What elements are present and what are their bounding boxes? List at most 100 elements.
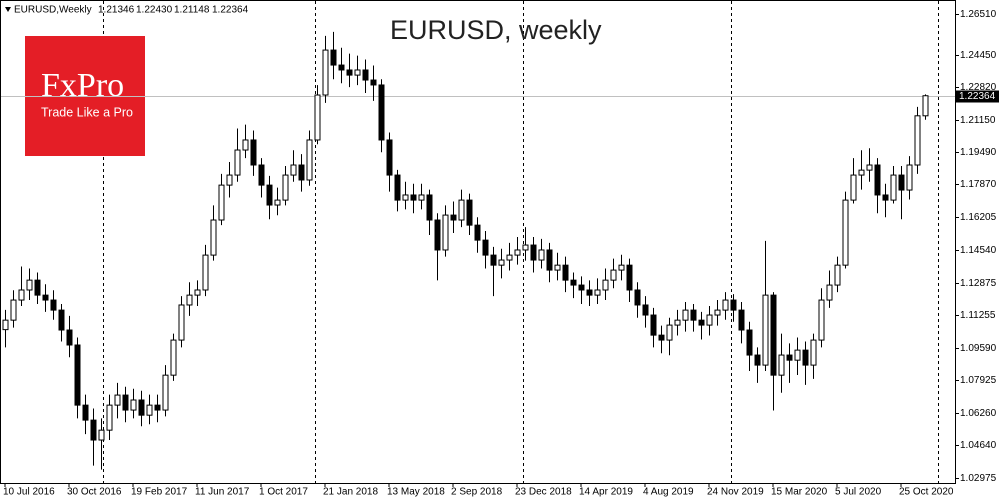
candle-body xyxy=(562,264,569,281)
candle-body xyxy=(578,284,585,291)
x-tick-label: 1 Oct 2017 xyxy=(259,487,308,498)
x-tick-label: 24 Nov 2019 xyxy=(707,487,764,498)
y-tick-label: 1.14540 xyxy=(960,245,997,256)
candle-body xyxy=(722,299,729,311)
candle-body xyxy=(50,299,57,311)
candle-body xyxy=(538,249,545,261)
candle-body xyxy=(674,319,681,326)
y-tick-label: 1.04640 xyxy=(960,440,997,451)
last-price-label: 1.22364 xyxy=(959,91,996,102)
y-tick-label: 1.09590 xyxy=(960,343,997,354)
x-tick-label: 5 Jul 2020 xyxy=(835,487,882,498)
x-tick-label: 14 Apr 2019 xyxy=(579,487,633,498)
header-open: 1.21346 xyxy=(98,5,135,16)
candle-body xyxy=(242,139,249,151)
candle-body xyxy=(26,279,33,291)
candle-body xyxy=(354,69,361,76)
candle-body xyxy=(394,174,401,201)
candle-body xyxy=(850,174,857,201)
candle-body xyxy=(834,264,841,286)
candle-body xyxy=(602,279,609,291)
candle-body xyxy=(778,354,785,376)
candle-body xyxy=(506,254,513,261)
y-tick-label: 1.21150 xyxy=(960,115,996,126)
candle-body xyxy=(826,284,833,301)
candle-body xyxy=(658,334,665,341)
candle-body xyxy=(298,164,305,181)
x-tick-label: 2 Sep 2018 xyxy=(451,487,503,498)
x-tick-label: 13 May 2018 xyxy=(387,487,445,498)
candle-body xyxy=(738,309,745,331)
candle-body xyxy=(626,264,633,291)
candle-body xyxy=(330,49,337,66)
candle-body xyxy=(138,399,145,416)
header-symbol: EURUSD,Weekly xyxy=(14,5,92,16)
candle-body xyxy=(274,199,281,206)
candle-body xyxy=(754,354,761,366)
candle-body xyxy=(802,349,809,366)
candle-body xyxy=(218,184,225,221)
candle-body xyxy=(18,289,25,301)
header-high: 1.22430 xyxy=(136,5,173,16)
y-tick-label: 1.22820 xyxy=(960,82,997,93)
candle-body xyxy=(410,194,417,201)
candle-body xyxy=(346,69,353,76)
candle-body xyxy=(258,164,265,186)
y-tick-label: 1.26510 xyxy=(960,9,997,20)
y-tick-label: 1.06260 xyxy=(960,408,997,419)
candle-body xyxy=(618,264,625,271)
candle-body xyxy=(386,139,393,176)
candle-body xyxy=(586,289,593,296)
candle-body xyxy=(490,254,497,266)
candle-body xyxy=(906,164,913,191)
candle-body xyxy=(874,164,881,196)
candle-body xyxy=(106,404,113,431)
candle-body xyxy=(642,304,649,316)
candle-body xyxy=(730,299,737,311)
candle-body xyxy=(322,49,329,96)
candles xyxy=(2,31,929,470)
candle-body xyxy=(82,404,89,421)
y-tick-label: 1.19490 xyxy=(960,147,997,158)
candle-body xyxy=(10,299,17,321)
candle-body xyxy=(746,329,753,356)
x-tick-label: 11 Jun 2017 xyxy=(195,487,250,498)
x-tick-label: 21 Jan 2018 xyxy=(323,487,378,498)
candle-body xyxy=(170,339,177,376)
candle-body xyxy=(810,339,817,366)
candle-body xyxy=(402,194,409,201)
candle-body xyxy=(282,174,289,201)
candle-body xyxy=(378,84,385,141)
candle-body xyxy=(706,314,713,326)
candle-body xyxy=(306,139,313,181)
candle-body xyxy=(418,194,425,201)
candle-body xyxy=(90,419,97,441)
candle-body xyxy=(498,259,505,266)
candle-body xyxy=(42,294,49,301)
candle-body xyxy=(666,324,673,341)
candle-body xyxy=(114,394,121,406)
candle-body xyxy=(74,344,81,406)
x-tick-label: 19 Feb 2017 xyxy=(131,487,188,498)
axis-layer: 1.26510 1.24450 1.22820 1.21150 1.19490 1.178… xyxy=(1,9,999,498)
candle-body xyxy=(66,329,73,346)
y-tick-label: 1.17870 xyxy=(960,179,997,190)
candle-body xyxy=(314,94,321,141)
candle-body xyxy=(690,309,697,321)
candle-body xyxy=(290,164,297,176)
candle-body xyxy=(794,349,801,361)
candle-body xyxy=(714,309,721,316)
candle-body xyxy=(634,289,641,306)
candle-body xyxy=(250,139,257,166)
candle-body xyxy=(530,244,537,261)
candle-body xyxy=(202,254,209,291)
candle-body xyxy=(890,174,897,201)
candle-body xyxy=(146,404,153,416)
y-tick-label: 1.02975 xyxy=(960,473,997,484)
candle-body xyxy=(362,69,369,81)
candle-body xyxy=(178,304,185,341)
candle-body xyxy=(914,115,921,166)
x-tick-label: 25 Oct 2020 xyxy=(899,487,954,498)
candle-body xyxy=(442,214,449,251)
candle-body xyxy=(98,429,105,441)
